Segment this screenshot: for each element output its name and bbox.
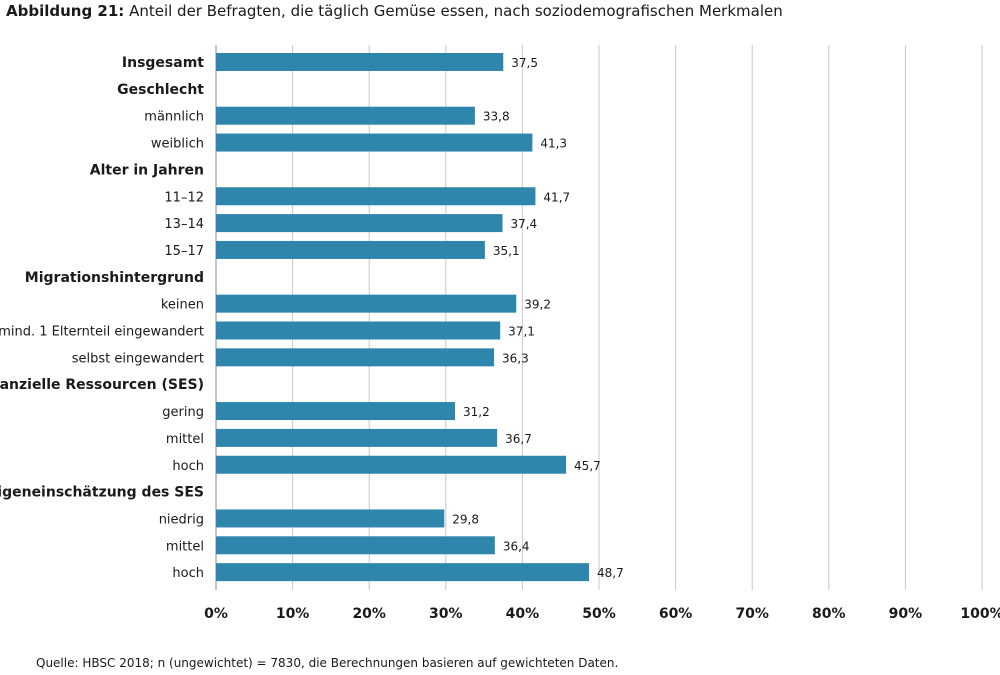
group-label: Alter in Jahren [90,162,204,178]
x-tick-label: 30% [429,606,463,622]
x-tick-label: 80% [812,606,846,622]
x-tick-label: 90% [889,606,923,622]
category-label: mind. 1 Elternteil eingewandert [0,325,204,340]
data-label: 37,1 [508,325,535,339]
figure-caption: Anteil der Befragten, die täglich Gemüse… [129,2,783,20]
bar [216,214,503,233]
category-label: keinen [161,298,204,313]
bar [216,428,498,447]
data-label: 36,4 [503,539,530,553]
data-label: 33,8 [483,110,510,124]
chart-title: Abbildung 21: Anteil der Befragten, die … [6,2,783,20]
data-label: 36,3 [502,351,529,365]
group-label: Eigeneinschätzung des SES [0,485,204,501]
source-note: Quelle: HBSC 2018; n (ungewichtet) = 783… [36,656,619,670]
bar [216,563,590,582]
group-label: finanzielle Ressourcen (SES) [0,377,204,393]
data-label: 37,4 [510,217,537,231]
bar [216,321,501,340]
bar [216,53,504,71]
category-label: mittel [166,432,204,447]
category-label: 13–14 [164,217,204,232]
x-tick-label: 60% [659,606,693,622]
x-tick-label: 20% [352,606,386,622]
bar [216,348,495,367]
category-label: hoch [172,566,204,581]
figure-number: Abbildung 21: [6,2,125,20]
data-label: 29,8 [452,512,479,526]
category-label: 15–17 [164,244,204,259]
category-label: selbst eingewandert [72,351,204,366]
bar-chart: 0% 10% 20% 30% 40% 50% 60% 70% 80% 90% 100% Insgesa… [0,45,1000,622]
bar [216,536,495,555]
bar [216,240,485,259]
x-tick-label: 50% [582,606,616,622]
x-tick-label: 70% [735,606,769,622]
bar [216,106,475,125]
category-label: männlich [144,110,204,125]
x-tick-label: 0% [204,606,228,622]
x-tick-label: 10% [276,606,310,622]
group-label: Migrationshintergrund [25,270,204,286]
category-label: 11–12 [164,190,204,205]
bar [216,294,517,313]
category-label: mittel [166,539,204,554]
bar [216,133,533,152]
data-label: 45,7 [574,459,601,473]
data-label: 48,7 [597,566,624,580]
group-label: Geschlecht [117,82,204,98]
x-tick-label: 100% [960,606,1000,622]
data-label: 35,1 [493,244,520,258]
category-label: niedrig [159,512,204,527]
data-label: 39,2 [524,298,551,312]
data-label: 36,7 [505,432,532,446]
category-label: weiblich [151,137,204,152]
bar [216,509,445,528]
bar [216,455,567,474]
data-label: 41,3 [540,137,567,151]
bar [216,187,536,206]
category-label: hoch [172,459,204,474]
data-label: 37,5 [511,56,538,70]
bar [216,402,455,421]
data-label: 41,7 [543,190,570,204]
category-label: gering [162,405,204,420]
group-label: Insgesamt [122,55,204,71]
x-tick-label: 40% [506,606,540,622]
data-label: 31,2 [463,405,490,419]
